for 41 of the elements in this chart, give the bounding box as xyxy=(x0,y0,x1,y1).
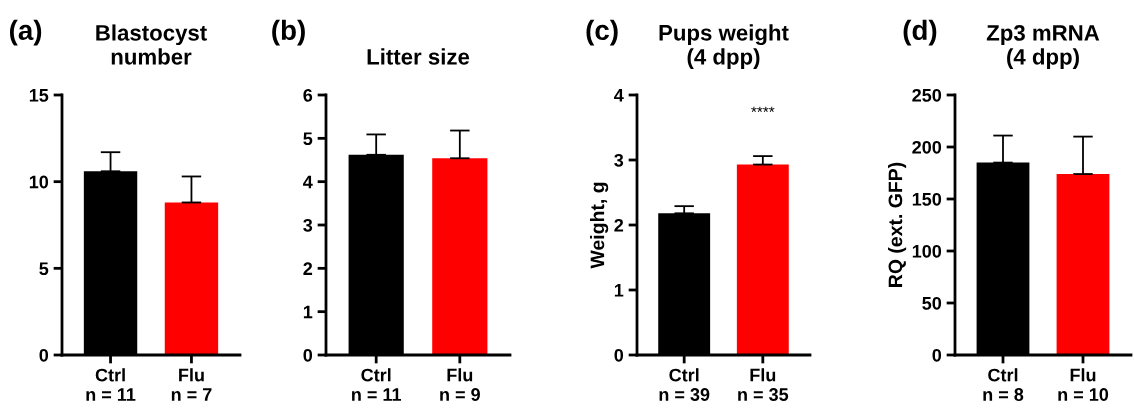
x-tick-label: Flu n = 7 xyxy=(171,368,212,401)
y-tick-label: 3 xyxy=(614,153,624,167)
y-axis-title: RQ (ext. GFP) xyxy=(888,162,907,287)
chart-title: Pups weight (4 dpp) xyxy=(659,24,789,70)
y-tick-label: 100 xyxy=(912,244,942,258)
y-tick-label: 50 xyxy=(922,296,942,310)
x-tick-label: Ctrl n = 11 xyxy=(352,368,402,401)
y-tick-label: 2 xyxy=(303,262,313,275)
text: (c) xyxy=(586,19,618,46)
y-tick-label: 0 xyxy=(932,348,942,362)
text: (d) xyxy=(903,19,937,46)
x-tick-label: Flu n = 35 xyxy=(738,368,789,401)
y-tick-label: 15 xyxy=(29,89,49,102)
annotation: **** xyxy=(751,106,775,112)
y-tick-label: 4 xyxy=(303,175,313,189)
y-axis-title: Weight, g xyxy=(590,182,609,269)
y-tick-label: 4 xyxy=(614,89,624,102)
y-tick-label: 0 xyxy=(303,348,313,362)
chart-title: Blastocyst number xyxy=(96,24,207,65)
y-tick-label: 200 xyxy=(912,140,942,154)
y-tick-label: 10 xyxy=(29,175,49,189)
y-tick-label: 5 xyxy=(303,132,313,146)
y-tick-label: 2 xyxy=(614,218,624,232)
y-tick-label: 150 xyxy=(912,192,942,206)
text: (a) xyxy=(9,19,42,46)
y-tick-label: 0 xyxy=(39,348,49,362)
x-tick-label: Ctrl n = 8 xyxy=(983,368,1024,401)
chart-title: Zp3 mRNA (4 dpp) xyxy=(986,24,1100,70)
y-tick-label: 0 xyxy=(614,348,624,362)
y-tick-label: 6 xyxy=(303,88,313,102)
y-tick-label: 3 xyxy=(303,218,313,232)
x-tick-label: Flu n = 10 xyxy=(1058,368,1109,401)
x-tick-label: Flu n = 9 xyxy=(440,368,480,401)
y-tick-label: 5 xyxy=(39,262,49,276)
y-tick-label: 250 xyxy=(912,88,942,102)
y-tick-label: 1 xyxy=(614,284,624,297)
x-tick-label: Ctrl n = 11 xyxy=(86,368,136,401)
text: (b) xyxy=(272,19,305,46)
x-tick-label: Ctrl n = 39 xyxy=(659,368,710,401)
chart-title: Litter size xyxy=(367,48,470,65)
y-tick-label: 1 xyxy=(303,305,313,319)
